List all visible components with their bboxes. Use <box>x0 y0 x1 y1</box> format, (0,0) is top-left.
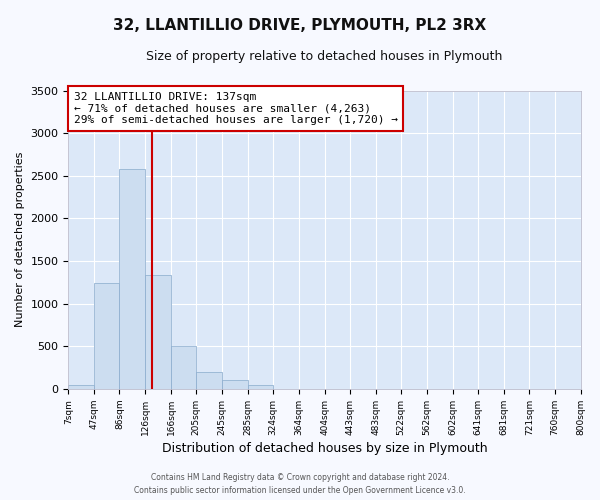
Bar <box>248 384 273 389</box>
Y-axis label: Number of detached properties: Number of detached properties <box>15 152 25 328</box>
Bar <box>68 384 94 389</box>
Title: Size of property relative to detached houses in Plymouth: Size of property relative to detached ho… <box>146 50 503 63</box>
Bar <box>119 169 145 389</box>
X-axis label: Distribution of detached houses by size in Plymouth: Distribution of detached houses by size … <box>161 442 487 455</box>
Bar <box>94 283 119 389</box>
Bar <box>196 372 222 389</box>
Text: 32 LLANTILLIO DRIVE: 137sqm
← 71% of detached houses are smaller (4,263)
29% of : 32 LLANTILLIO DRIVE: 137sqm ← 71% of det… <box>74 92 398 125</box>
Bar <box>145 274 171 389</box>
Bar <box>222 380 248 389</box>
Text: Contains HM Land Registry data © Crown copyright and database right 2024.
Contai: Contains HM Land Registry data © Crown c… <box>134 473 466 495</box>
Text: 32, LLANTILLIO DRIVE, PLYMOUTH, PL2 3RX: 32, LLANTILLIO DRIVE, PLYMOUTH, PL2 3RX <box>113 18 487 32</box>
Bar <box>171 346 196 389</box>
